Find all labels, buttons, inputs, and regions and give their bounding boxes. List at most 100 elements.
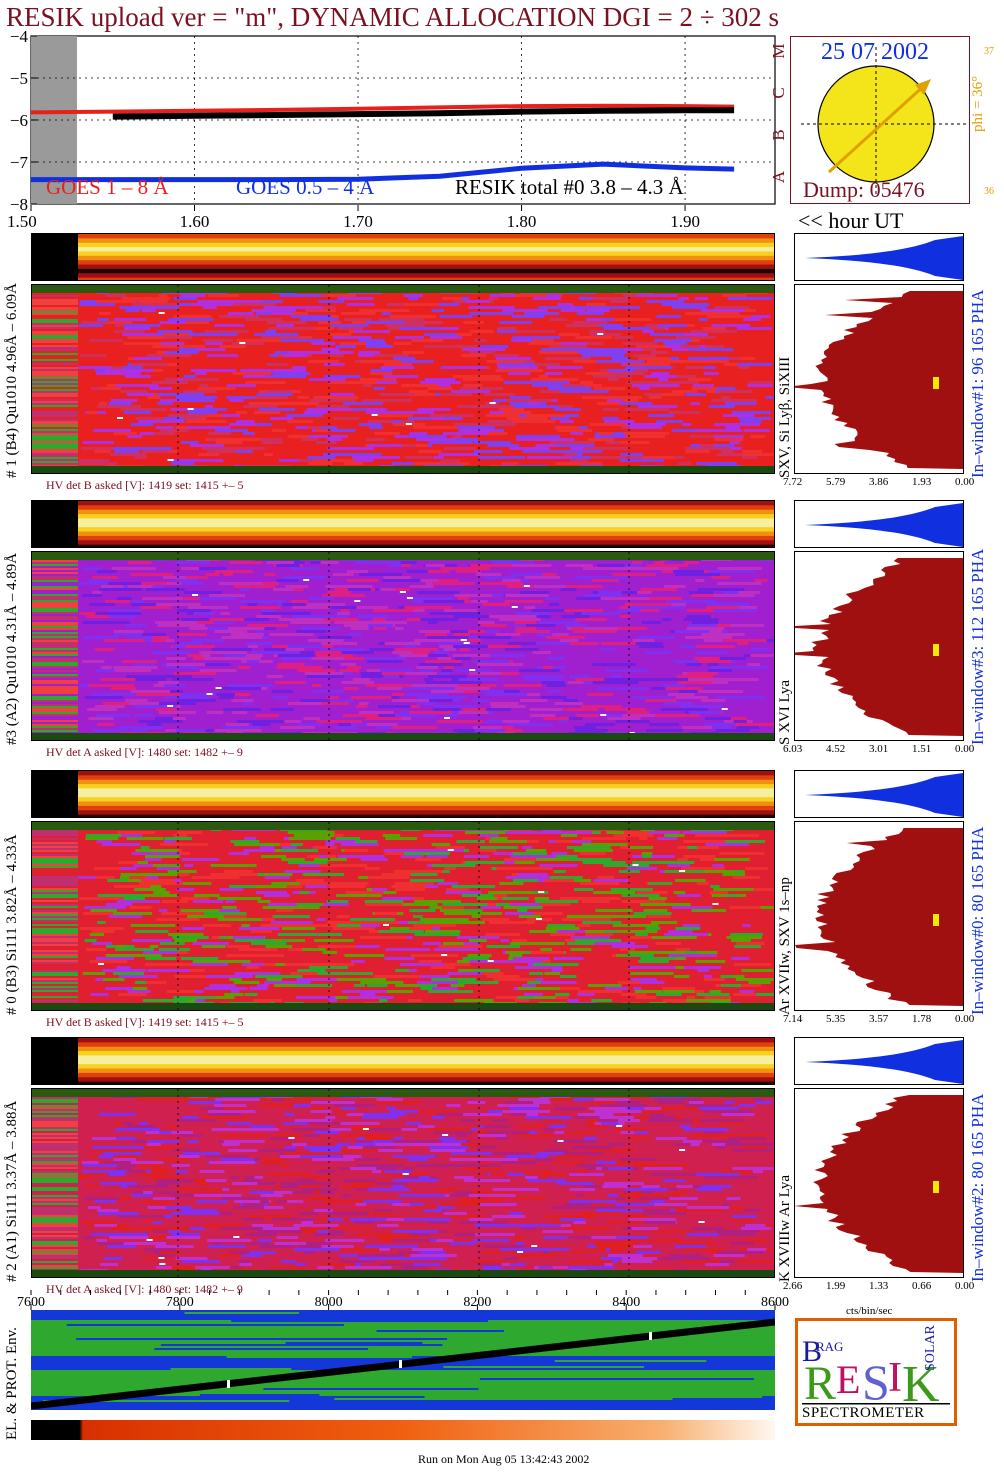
goes-ytick-label: −8 <box>10 195 28 214</box>
pha-small-histogram <box>794 233 964 281</box>
goes-ytick-label: −5 <box>10 69 28 88</box>
goes-ytick-label: −4 <box>10 30 29 46</box>
particle-environment-strip <box>31 1310 775 1410</box>
pha-histogram <box>794 821 964 1011</box>
hv-status-label: HV det B asked [V]: 1419 set: 1415 +– 5 <box>46 478 244 492</box>
flare-class-label: B <box>769 129 788 140</box>
hv-status-label: HV det A asked [V]: 1480 set: 1482 +– 9 <box>46 1282 243 1296</box>
summed-spectrum-strip <box>31 770 775 818</box>
env-label: EL. & PROT. Env. <box>4 1327 20 1440</box>
hour-tick-label: 1.70 <box>343 212 373 231</box>
in-window-label: In–window#2: 80 165 PHA <box>968 1093 987 1282</box>
page-title: RESIK upload ver = "m", DYNAMIC ALLOCATI… <box>6 2 780 32</box>
spectrogram <box>31 821 775 1011</box>
orbit-tick-label: 7600 <box>17 1295 45 1310</box>
in-window-label: In–window#0: 80 165 PHA <box>968 826 987 1015</box>
pha-tick-label: 3.01 <box>869 743 889 755</box>
goes-series-line <box>31 161 735 183</box>
pha-histogram <box>794 1088 964 1278</box>
legend-resik: RESIK total #0 3.8 – 4.3 Å <box>455 175 684 199</box>
run-timestamp: Run on Mon Aug 05 13:42:43 2002 <box>418 1452 590 1466</box>
hv-status-label: HV det A asked [V]: 1480 set: 1482 +– 9 <box>46 745 243 759</box>
pha-tick-label: 7.14 <box>783 1013 803 1025</box>
pha-tick-label: 5.35 <box>826 1013 846 1025</box>
pha-tick-label: 1.99 <box>826 1280 846 1292</box>
pha-unit: cts/bin/sec <box>846 1305 893 1317</box>
pha-tick-label: 4.52 <box>826 743 846 755</box>
svg-text:E: E <box>836 1357 860 1402</box>
spectrogram <box>31 551 775 741</box>
goes-ytick-label: −7 <box>10 153 29 172</box>
hour-tick-label: 1.50 <box>7 212 37 231</box>
goes-ytick-label: −6 <box>10 111 28 130</box>
panel-crystal-label: # 1 (B4) Qu1010 4.96Å – 6.09Å <box>4 283 20 478</box>
svg-text:SOLAR: SOLAR <box>923 1324 938 1371</box>
orbit-axis: 7600 7800 8000 8200 8400 8600 <box>17 1290 789 1310</box>
pha-tick-label: 7.72 <box>783 476 803 488</box>
resik-logo: B RAG R E S I K SOLAR SPECTROMETER <box>795 1318 957 1426</box>
resik-logo-art: B RAG R E S I K SOLAR <box>802 1324 950 1413</box>
pha-axis: 7.72 5.79 3.86 1.93 0.00 <box>783 476 975 490</box>
spectral-lines-label: S XVI Lya <box>777 680 793 745</box>
pha-tick-label: 5.79 <box>826 476 846 488</box>
svg-text:I: I <box>888 1355 902 1401</box>
legend-goes-054: GOES 0.5 – 4 Å <box>236 175 375 199</box>
phi-bottom-value: 36 <box>984 186 994 197</box>
orbit-tick-label: 8400 <box>612 1295 640 1310</box>
hour-axis-label: << hour UT <box>798 208 904 233</box>
pha-tick-label: 3.86 <box>869 476 889 488</box>
hour-axis: 1.50 1.60 1.70 1.80 1.90 <box>7 205 700 231</box>
orbit-tick-label: 7800 <box>166 1295 194 1310</box>
summed-spectrum-strip <box>31 1037 775 1085</box>
hour-tick-label: 1.60 <box>180 212 210 231</box>
flare-class-label: A <box>769 170 788 183</box>
pha-tick-label: 0.00 <box>955 1013 975 1025</box>
pha-tick-label: 6.03 <box>783 743 803 755</box>
goes-series-line <box>30 103 735 115</box>
panel-crystal-label: #3 (A2) Qu1010 4.31Å – 4.89Å <box>4 552 20 745</box>
pha-tick-label: 0.66 <box>912 1280 932 1292</box>
legend-goes-18: GOES 1 – 8 Å <box>46 175 169 199</box>
logo-caption: SPECTROMETER <box>802 1405 925 1421</box>
color-scale-bar <box>31 1420 775 1440</box>
pha-small-histogram <box>794 500 964 548</box>
orbit-tick-label: 8600 <box>761 1295 789 1310</box>
summed-spectrum-strip <box>31 233 775 281</box>
pha-tick-label: 0.00 <box>955 1280 975 1292</box>
spectrogram <box>31 1088 775 1278</box>
sun-date: 25 07 2002 <box>821 39 929 65</box>
svg-text:S: S <box>862 1354 890 1410</box>
spectrogram <box>31 284 775 474</box>
pha-tick-label: 0.00 <box>955 743 975 755</box>
spectral-lines-label: SXV, Si Lyβ, SiXIII <box>777 356 793 478</box>
spectral-lines-label: K XVIIIw Ar Lya <box>777 1174 793 1282</box>
pha-small-histogram <box>794 770 964 818</box>
pha-tick-label: 3.57 <box>869 1013 889 1025</box>
svg-text:RAG: RAG <box>816 1339 843 1354</box>
pha-tick-label: 1.33 <box>869 1280 889 1292</box>
svg-text:R: R <box>804 1357 836 1410</box>
svg-text:B: B <box>802 1335 822 1368</box>
pha-tick-label: 0.00 <box>955 476 975 488</box>
goes-series-line <box>112 107 735 120</box>
flare-class-label: M <box>769 43 788 58</box>
pha-axis: 7.14 5.35 3.57 1.78 0.00 <box>783 1013 975 1027</box>
panel-crystal-label: # 0 (B3) Si111 3.82Å – 4.33Å <box>4 834 20 1015</box>
hv-status-label: HV det B asked [V]: 1419 set: 1415 +– 5 <box>46 1015 244 1029</box>
sun-disk-diagram <box>801 47 967 197</box>
phi-label: phi = 36° <box>970 75 986 132</box>
pha-histogram <box>794 551 964 741</box>
goes-lightcurve-chart: −4−5−6−7−8 ABCMX <box>10 30 788 214</box>
pha-axis: 2.66 1.99 1.33 0.66 0.00 <box>783 1280 975 1294</box>
pha-tick-label: 1.78 <box>912 1013 932 1025</box>
spectral-lines-label: Ar XVIIw, SXV 1s–np <box>777 877 793 1015</box>
phi-arrow <box>827 82 928 174</box>
summed-spectrum-strip <box>31 500 775 548</box>
orbit-tick-label: 8000 <box>315 1295 343 1310</box>
sun-position-box: 25 07 2002 Dump: 05476 <box>790 36 970 204</box>
in-window-label: In–window#3: 112 165 PHA <box>968 548 987 745</box>
pha-axis: 6.03 4.52 3.01 1.51 0.00 <box>783 743 975 757</box>
pha-tick-label: 1.51 <box>912 743 932 755</box>
hour-tick-label: 1.80 <box>507 212 537 231</box>
pha-tick-label: 2.66 <box>783 1280 803 1292</box>
